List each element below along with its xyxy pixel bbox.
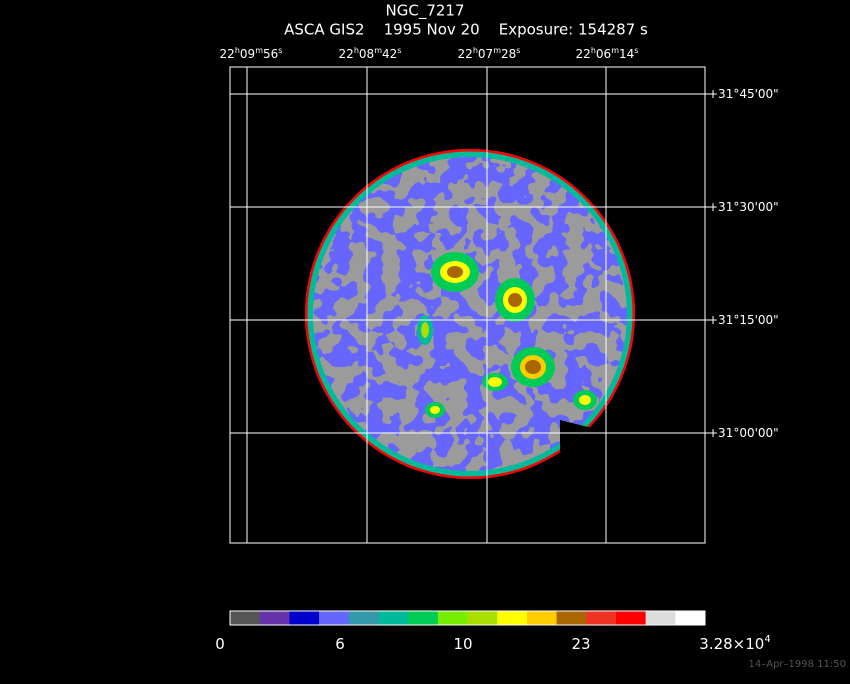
ra-labels: 22h09m56s 22h08m42s 22h07m28s 22h06m14s [220, 46, 639, 61]
ra-unit: s [516, 46, 520, 55]
colorbar-swatch [319, 611, 350, 625]
dec-label: +31°30'00" [708, 200, 779, 214]
colorbar-label: 10 [453, 635, 472, 653]
subtitle: ASCA GIS2 1995 Nov 20 Exposure: 154287 s [284, 21, 648, 39]
ra-digits: 22 [576, 47, 591, 61]
label-text: 10 [453, 635, 472, 653]
ra-digits: 22 [339, 47, 354, 61]
dec-labels: +31°45'00" +31°30'00" +31°15'00" +31°00'00" [708, 87, 779, 440]
colorbar-swatch [230, 611, 261, 625]
image [305, 149, 635, 479]
colorbar-swatch [408, 611, 439, 625]
colorbar-swatch [556, 611, 587, 625]
ra-digits: 14 [619, 47, 634, 61]
dec-label: +31°00'00" [708, 426, 779, 440]
ra-label: 22h07m28s [458, 46, 521, 61]
ra-digits: 56 [263, 47, 278, 61]
frame [229, 66, 712, 544]
exponent: 4 [764, 634, 770, 645]
colorbar-swatch [586, 611, 617, 625]
dec-label: +31°45'00" [708, 87, 779, 101]
title: NGC_7217 [386, 2, 465, 21]
colorbar-label: 3.28×104 [699, 634, 770, 653]
ra-unit: h [591, 46, 596, 55]
ra-digits: 22 [220, 47, 235, 61]
colorbar-label: 0 [215, 635, 225, 653]
ra-unit: h [354, 46, 359, 55]
colorbar-swatch [348, 611, 379, 625]
ra-unit: m [374, 46, 382, 55]
ra-digits: 07 [478, 47, 493, 61]
sources [417, 252, 597, 418]
ra-unit: m [493, 46, 501, 55]
ra-unit: h [473, 46, 478, 55]
colorbar-swatch [497, 611, 528, 625]
colorbar-swatch [259, 611, 290, 625]
ra-digits: 28 [501, 47, 516, 61]
ra-digits: 08 [359, 47, 374, 61]
ra-label: 22h09m56s [220, 46, 283, 61]
ra-digits: 06 [596, 47, 611, 61]
colorbar-swatch [378, 611, 409, 625]
label-text: 0 [215, 635, 225, 653]
timestamp: 14–Apr–1998 11:50 [749, 659, 846, 670]
ra-digits: 42 [382, 47, 397, 61]
colorbar-swatch [526, 611, 558, 625]
ra-unit: m [611, 46, 619, 55]
ra-unit: m [255, 46, 263, 55]
label-text: 23 [571, 635, 590, 653]
ra-unit: h [235, 46, 240, 55]
ra-digits: 09 [240, 47, 255, 61]
label-text: 3.28×10 [699, 635, 764, 653]
label-text: 6 [335, 635, 345, 653]
colorbar: 0 6 10 23 3.28×104 [215, 610, 771, 653]
ra-unit: s [278, 46, 282, 55]
ra-label: 22h08m42s [339, 46, 402, 61]
colorbar-swatch [467, 611, 498, 625]
colorbar-label: 23 [571, 635, 590, 653]
ra-label: 22h06m14s [576, 46, 639, 61]
colorbar-swatch [437, 611, 468, 625]
dec-label: +31°15'00" [708, 313, 779, 327]
colorbar-swatch [615, 611, 647, 625]
colorbar-swatch [289, 611, 320, 625]
colorbar-border [229, 610, 706, 626]
ra-unit: s [397, 46, 401, 55]
colorbar-swatch [675, 611, 706, 625]
colorbar-label: 6 [335, 635, 345, 653]
ra-unit: s [634, 46, 638, 55]
ra-digits: 22 [458, 47, 473, 61]
colorbar-swatch [645, 611, 676, 625]
